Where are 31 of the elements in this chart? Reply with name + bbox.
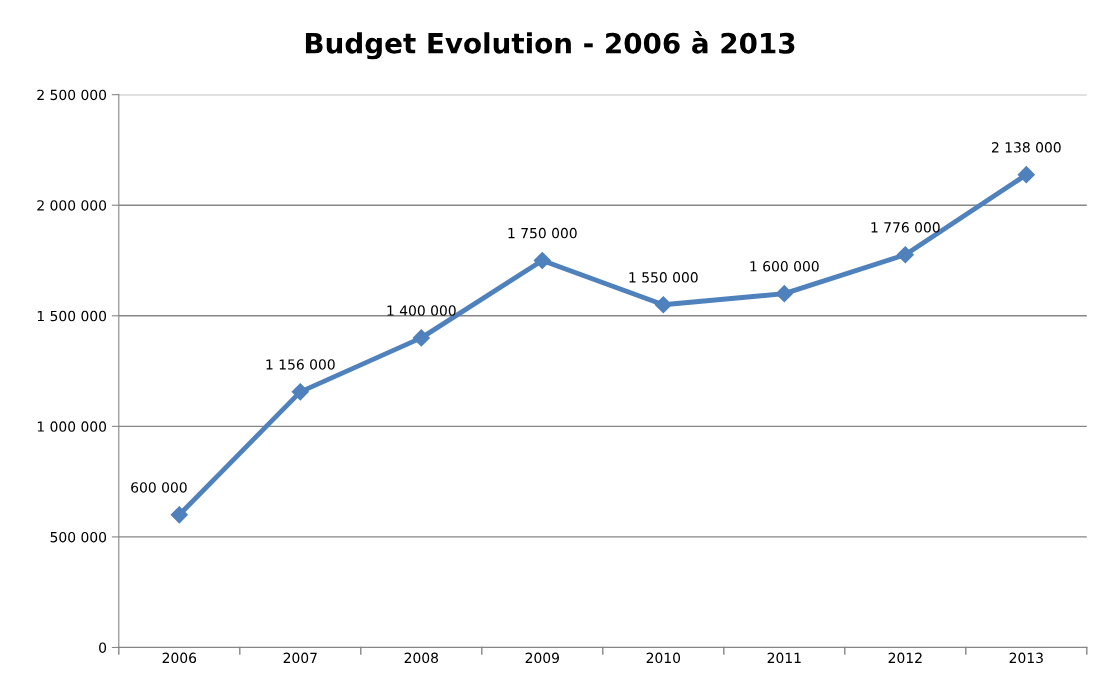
- y-tick-label: 500 000: [50, 531, 107, 543]
- data-label: 1 156 000: [266, 359, 335, 370]
- y-tick-label: 2 500 000: [37, 89, 107, 101]
- data-label: 2 138 000: [991, 142, 1061, 153]
- point: [654, 296, 672, 314]
- x-tick-label: 2011: [767, 652, 801, 664]
- data-label: 1 776 000: [871, 222, 940, 233]
- data-label: 1 550 000: [629, 272, 698, 283]
- x-tick-label: 2007: [283, 652, 317, 664]
- chart-title: Budget Evolution - 2006 à 2013: [305, 31, 795, 60]
- point: [170, 506, 188, 524]
- point: [412, 329, 430, 347]
- point: [291, 383, 309, 401]
- data-label: 1 750 000: [508, 227, 577, 239]
- y-tick-label: 2 000 000: [37, 200, 107, 211]
- x-tick-label: 2013: [1009, 652, 1043, 664]
- y-tick-label: 1 500 000: [37, 310, 107, 322]
- point: [533, 251, 551, 270]
- x-tick-label: 2008: [404, 652, 439, 664]
- x-tick-label: 2012: [888, 652, 922, 664]
- data-label: 600 000: [131, 482, 187, 493]
- x-tick-label: 2009: [525, 652, 559, 664]
- data-label: 1 600 000: [750, 261, 819, 272]
- x-tick-label: 2010: [646, 652, 681, 664]
- y-tick-label: 0: [99, 642, 107, 653]
- x-tick-label: 2006: [162, 652, 197, 664]
- point: [1017, 166, 1035, 184]
- y-tick-label: 1 000 000: [37, 421, 107, 432]
- point: [775, 285, 793, 303]
- data-label: 1 400 000: [387, 305, 456, 316]
- point: [896, 246, 914, 264]
